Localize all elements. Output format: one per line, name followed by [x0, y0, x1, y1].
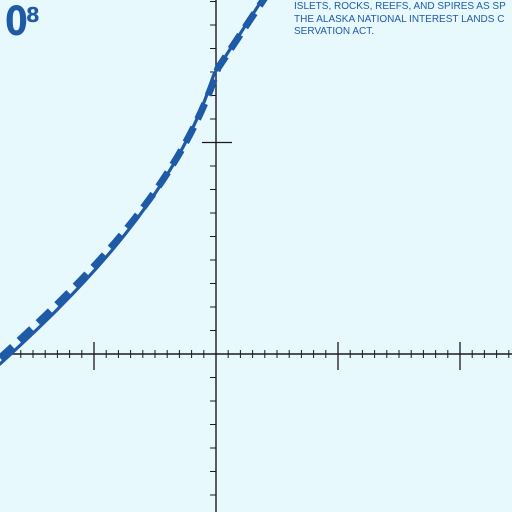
caption-line: ISLETS, ROCKS, REEFS, AND SPIRES AS SP [294, 1, 506, 12]
solid-curve [0, 0, 264, 366]
caption-text: ISLETS, ROCKS, REEFS, AND SPIRES AS SP T… [294, 1, 512, 39]
page-number-main: 0 [5, 0, 28, 45]
caption-line: SERVATION ACT. [294, 26, 375, 37]
page-number: 08 [5, 2, 45, 42]
curve-group [0, 0, 268, 366]
caption-line: THE ALASKA NATIONAL INTEREST LANDS C [294, 13, 505, 25]
page-number-superscript: 8 [25, 3, 40, 27]
